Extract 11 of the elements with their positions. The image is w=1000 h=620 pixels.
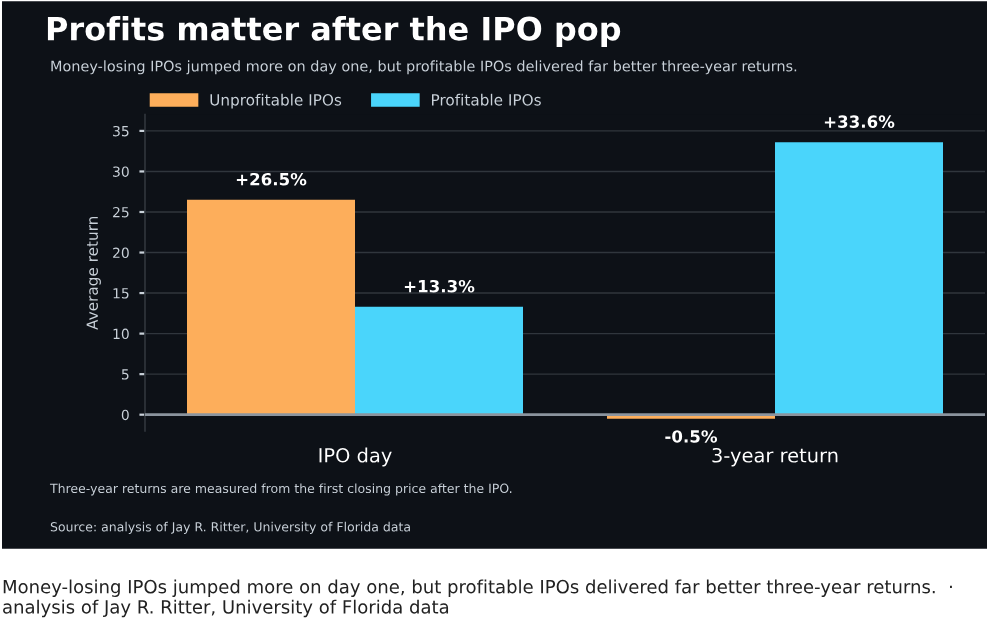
bar [775,142,943,415]
data-label: -0.5% [665,430,718,443]
bar [187,199,355,415]
x-tick-label: 3-year return [712,447,838,467]
data-label: +33.6% [824,115,895,128]
x-tick-label: IPO day [319,447,392,467]
chart-title: Profits matter after the IPO pop [47,16,621,47]
data-label: +26.5% [236,172,307,186]
data-label: +13.3% [404,279,475,293]
text: Money-losing IPOs jumped more on day one, but profitable IPOs delivered far better three-year returns. · analysis of Jay R. Ritter, University of Florida data [3,579,952,618]
bar [355,306,523,415]
